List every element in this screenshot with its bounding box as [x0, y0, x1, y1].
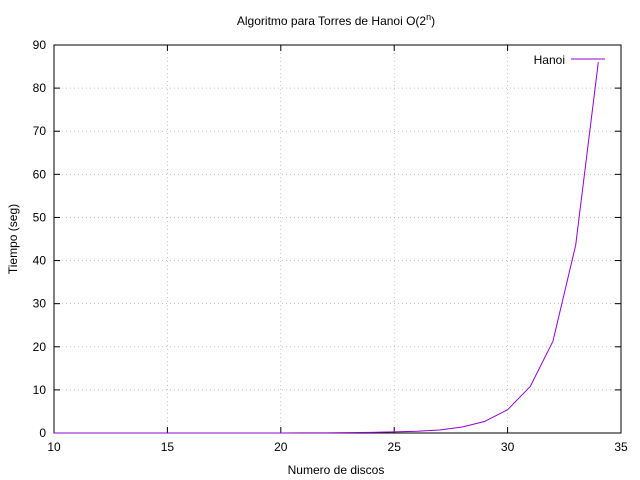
y-tick-label: 0: [39, 426, 46, 440]
x-tick-label: 25: [388, 440, 402, 454]
chart-title: Algoritmo para Torres de Hanoi O(2n): [237, 12, 435, 28]
x-tick-label: 10: [47, 440, 61, 454]
y-tick-label: 80: [33, 81, 47, 95]
y-tick-label: 70: [33, 124, 47, 138]
y-tick-label: 90: [33, 38, 47, 52]
x-axis-label: Numero de discos: [288, 463, 385, 477]
chart-title-close: ): [431, 14, 435, 28]
x-tick-label: 35: [614, 440, 628, 454]
series-line-hanoi: [54, 62, 599, 434]
y-tick-label: 50: [33, 210, 47, 224]
chart-title-superscript: n: [426, 12, 431, 22]
x-tick-label: 20: [274, 440, 288, 454]
y-tick-label: 40: [33, 254, 47, 268]
x-tick-label: 15: [161, 440, 175, 454]
y-tick-label: 20: [33, 340, 47, 354]
legend: Hanoi: [534, 53, 605, 67]
y-tick-label: 10: [33, 383, 47, 397]
y-tick-label: 30: [33, 297, 47, 311]
chart-title-main: Algoritmo para Torres de Hanoi O(2: [237, 14, 427, 28]
series: [54, 62, 599, 434]
legend-label-hanoi: Hanoi: [534, 53, 565, 67]
x-tick-label: 30: [501, 440, 515, 454]
y-axis-label: Tiempo (seg): [6, 204, 20, 274]
y-tick-label: 60: [33, 167, 47, 181]
